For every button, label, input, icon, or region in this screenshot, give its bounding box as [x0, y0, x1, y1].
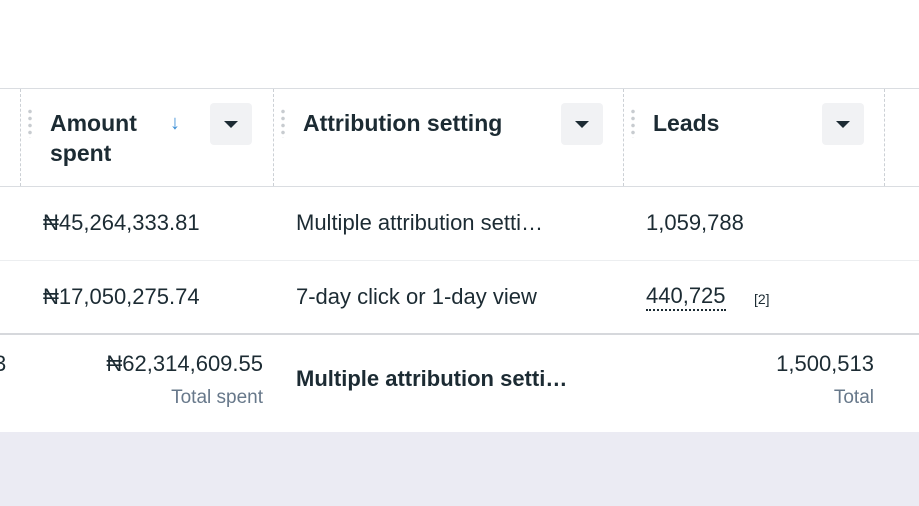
- attribution-cell: 7-day click or 1-day view: [296, 284, 537, 309]
- drag-handle-icon[interactable]: [281, 108, 285, 138]
- footer-area: [0, 432, 919, 506]
- leads-total: 1,500,513: [776, 351, 874, 376]
- column-dropdown-button[interactable]: [210, 103, 252, 145]
- column-divider: [623, 89, 624, 186]
- drag-handle-icon[interactable]: [631, 108, 635, 138]
- attribution-total: Multiple attribution setti…: [296, 366, 568, 391]
- column-header-label[interactable]: Leads: [653, 110, 720, 136]
- prev-col-total: 3: [0, 351, 7, 376]
- amount-spent-cell: ₦17,050,275.74: [43, 284, 200, 309]
- attribution-cell: Multiple attribution setti…: [296, 210, 543, 235]
- footnote-marker[interactable]: [2]: [754, 291, 770, 307]
- amount-spent-total-label: Total spent: [171, 387, 263, 408]
- column-divider: [884, 89, 885, 186]
- column-divider: [273, 89, 274, 186]
- column-divider: [20, 89, 21, 186]
- prev-col-total-label: .: [0, 384, 1, 406]
- column-dropdown-button[interactable]: [561, 103, 603, 145]
- leads-cell[interactable]: 440,725: [646, 283, 726, 311]
- column-dropdown-button[interactable]: [822, 103, 864, 145]
- sort-down-arrow-icon[interactable]: ↓: [170, 112, 180, 134]
- leads-total-label: Total: [833, 387, 874, 408]
- drag-handle-icon[interactable]: [28, 108, 32, 138]
- amount-spent-cell: ₦45,264,333.81: [43, 210, 200, 235]
- amount-spent-total: ₦62,314,609.55: [106, 351, 263, 376]
- column-header-label[interactable]: Attribution setting: [303, 110, 503, 136]
- leads-cell: 1,059,788: [646, 210, 744, 235]
- column-header-label[interactable]: Amount spent: [50, 110, 137, 166]
